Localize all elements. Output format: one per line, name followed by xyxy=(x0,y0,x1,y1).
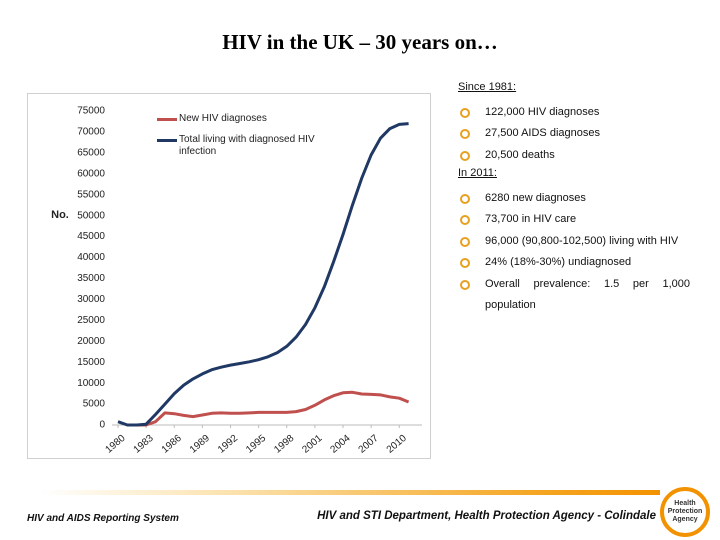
logo: Health Protection Agency xyxy=(660,487,710,537)
bullet-icon xyxy=(460,107,470,118)
legend-swatch xyxy=(157,139,177,142)
logo-text: Health Protection Agency xyxy=(664,500,706,524)
y-axis-label: No. xyxy=(51,209,69,221)
y-tick-label: 70000 xyxy=(77,127,105,138)
bullet-icon xyxy=(460,236,470,247)
y-tick-label: 5000 xyxy=(83,399,106,410)
series-line xyxy=(127,390,410,427)
x-tick-label: 1998 xyxy=(272,433,296,456)
footer-bar xyxy=(40,490,660,495)
y-tick-label: 30000 xyxy=(77,294,105,305)
bullet-item: 73,700 in HIV care xyxy=(458,209,690,231)
bullet-text: 73,700 in HIV care xyxy=(485,213,577,225)
y-tick-label: 40000 xyxy=(77,252,105,263)
x-tick-label: 1992 xyxy=(216,433,240,456)
y-tick-label: 65000 xyxy=(77,148,105,159)
y-tick-label: 25000 xyxy=(77,315,105,326)
legend-label: Total living with diagnosed HIV infectio… xyxy=(179,134,315,157)
x-tick-label: 2007 xyxy=(357,433,381,456)
logo-line: Health xyxy=(674,500,696,507)
bullet-text: Overall prevalence: 1.5 per 1,000 popula… xyxy=(485,277,690,311)
bullet-item: 122,000 HIV diagnoses xyxy=(458,102,690,124)
facts: Since 1981: 122,000 HIV diagnoses 27,500 A… xyxy=(458,80,690,316)
y-tick-label: 50000 xyxy=(77,210,105,221)
bullet-item: 6280 new diagnoses xyxy=(458,188,690,210)
bullet-item: 27,500 AIDS diagnoses xyxy=(458,123,690,145)
chart-frame xyxy=(27,93,431,459)
bullet-text: 122,000 HIV diagnoses xyxy=(485,105,600,118)
bullet-icon xyxy=(460,150,470,161)
bullet-item: Overall prevalence: 1.5 per 1,000 popula… xyxy=(458,274,690,316)
x-tick-label: 1980 xyxy=(104,433,128,456)
x-tick-label: 1995 xyxy=(244,433,268,456)
logo-line: Protection xyxy=(667,508,703,515)
bullet-text: 20,500 deaths xyxy=(485,148,555,161)
logo-line: Agency xyxy=(672,516,698,523)
legend-label: New HIV diagnoses xyxy=(179,113,267,124)
bullet-icon xyxy=(460,258,470,268)
legend-swatch xyxy=(157,118,177,121)
legend: New HIV diagnoses Total living with diagn… xyxy=(157,113,329,167)
x-tick-label: 2010 xyxy=(385,433,409,456)
bullet-icon xyxy=(460,215,470,225)
footer-right: HIV and STI Department, Health Protectio… xyxy=(317,510,656,522)
series-line xyxy=(117,122,409,427)
y-tick-label: 15000 xyxy=(77,357,105,368)
bullet-text: 6280 new diagnoses xyxy=(485,191,586,204)
section-heading: Since 1981: xyxy=(458,81,517,93)
y-tick-label: 55000 xyxy=(77,189,105,200)
y-tick-label: 10000 xyxy=(77,378,105,389)
y-tick-label: 35000 xyxy=(77,273,105,284)
x-tick-label: 1986 xyxy=(160,433,184,456)
x-tick-label: 2004 xyxy=(329,433,353,456)
section-heading: In 2011: xyxy=(458,167,497,179)
bullet-icon xyxy=(460,129,470,139)
x-tick-label: 1989 xyxy=(188,433,212,456)
y-tick-label: 0 xyxy=(99,420,105,431)
bullet-text: 96,000 (90,800-102,500) living with HIV xyxy=(485,234,679,247)
y-tick-label: 45000 xyxy=(77,231,105,242)
bullet-icon xyxy=(460,279,470,290)
x-tick-label: 1983 xyxy=(132,433,156,456)
y-tick-label: 75000 xyxy=(77,106,105,117)
bullet-item: 24% (18%-30%) undiagnosed xyxy=(458,252,690,274)
bullet-item: 96,000 (90,800-102,500) living with HIV xyxy=(458,231,690,253)
bullet-item: 20,500 deaths xyxy=(458,145,690,167)
y-tick-label: 60000 xyxy=(77,168,105,179)
legend-entry: New HIV diagnoses xyxy=(157,113,329,125)
legend-entry: Total living with diagnosed HIV infectio… xyxy=(157,134,329,158)
footer-left: HIV and AIDS Reporting System xyxy=(27,513,179,524)
bullet-text: 27,500 AIDS diagnoses xyxy=(485,127,600,139)
y-tick-label: 20000 xyxy=(77,336,105,347)
bullet-text: 24% (18%-30%) undiagnosed xyxy=(485,256,632,268)
bullet-icon xyxy=(460,193,470,204)
slide-title: HIV in the UK – 30 years on… xyxy=(222,30,498,54)
x-tick-label: 2001 xyxy=(300,433,324,456)
